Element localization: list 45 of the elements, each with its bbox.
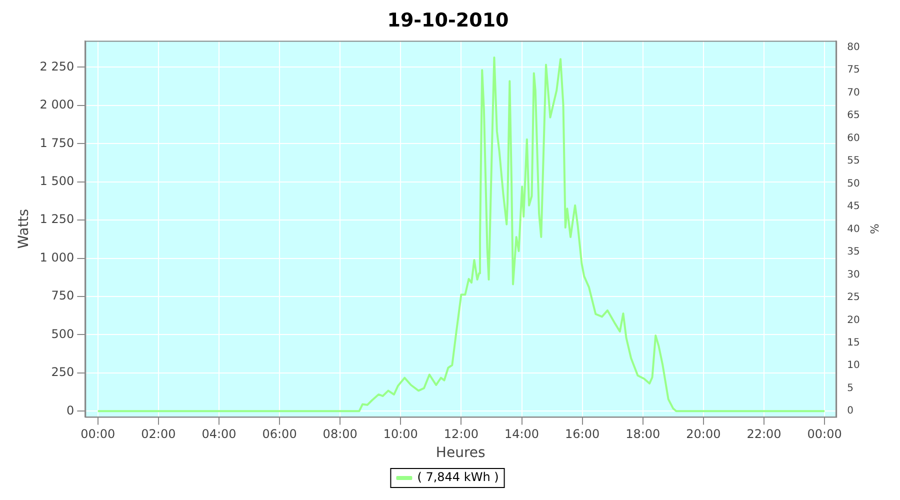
y2-tick-label: 25	[847, 292, 860, 304]
y-tick-label: 250	[51, 365, 74, 380]
y2-tick-label: 40	[847, 224, 860, 235]
y-axis-title: Watts	[16, 208, 32, 249]
y2-tick-label: 60	[847, 132, 860, 144]
y2-tick-label: 35	[847, 246, 860, 258]
x-tick-label: 02:00	[141, 427, 176, 442]
y2-tick-label: 5	[847, 382, 854, 394]
y-tick-label: 1 750	[40, 136, 74, 150]
x-tick-label: 16:00	[565, 427, 600, 442]
x-tick-label: 20:00	[686, 427, 721, 442]
y-tick-label: 2 250	[40, 59, 74, 74]
y-tick-label: 0	[66, 403, 74, 418]
y2-tick-label: 65	[847, 110, 860, 122]
x-tick-label: 00:00	[807, 427, 842, 442]
x-tick-label: 14:00	[504, 427, 540, 442]
y2-tick-label: 20	[847, 314, 860, 326]
y2-tick-label: 15	[847, 338, 860, 349]
chart-title: 19-10-2010	[387, 9, 509, 32]
y-tick-label: 1 250	[40, 212, 74, 226]
y-tick-label: 1 000	[40, 250, 74, 264]
y-tick-label: 500	[51, 326, 74, 341]
y2-tick-label: 70	[847, 87, 860, 98]
x-tick-label: 06:00	[262, 427, 297, 442]
y-tick-label: 2 000	[40, 98, 74, 112]
x-tick-label: 12:00	[444, 427, 479, 442]
x-tick-label: 22:00	[746, 427, 782, 442]
y2-tick-label: 0	[847, 406, 854, 417]
y2-axis-title: %	[868, 224, 881, 234]
y-tick-label: 750	[51, 288, 74, 303]
y-tick-label: 1 500	[40, 174, 74, 188]
legend-label: ( 7,844 kWh )	[417, 470, 499, 484]
x-tick-label: 18:00	[626, 427, 660, 442]
x-axis-title: Heures	[436, 445, 486, 462]
x-tick-label: 04:00	[202, 427, 236, 442]
x-tick-label: 10:00	[383, 427, 418, 442]
y2-tick-label: 50	[847, 178, 860, 190]
x-tick-label: 00:00	[80, 427, 116, 442]
x-tick-label: 08:00	[322, 427, 358, 442]
y2-tick-label: 10	[847, 360, 860, 372]
y2-tick-label: 45	[847, 201, 860, 212]
y2-tick-label: 55	[847, 156, 860, 167]
y2-tick-label: 75	[847, 64, 860, 76]
y2-tick-label: 30	[847, 269, 860, 280]
y2-tick-label: 80	[847, 42, 860, 53]
